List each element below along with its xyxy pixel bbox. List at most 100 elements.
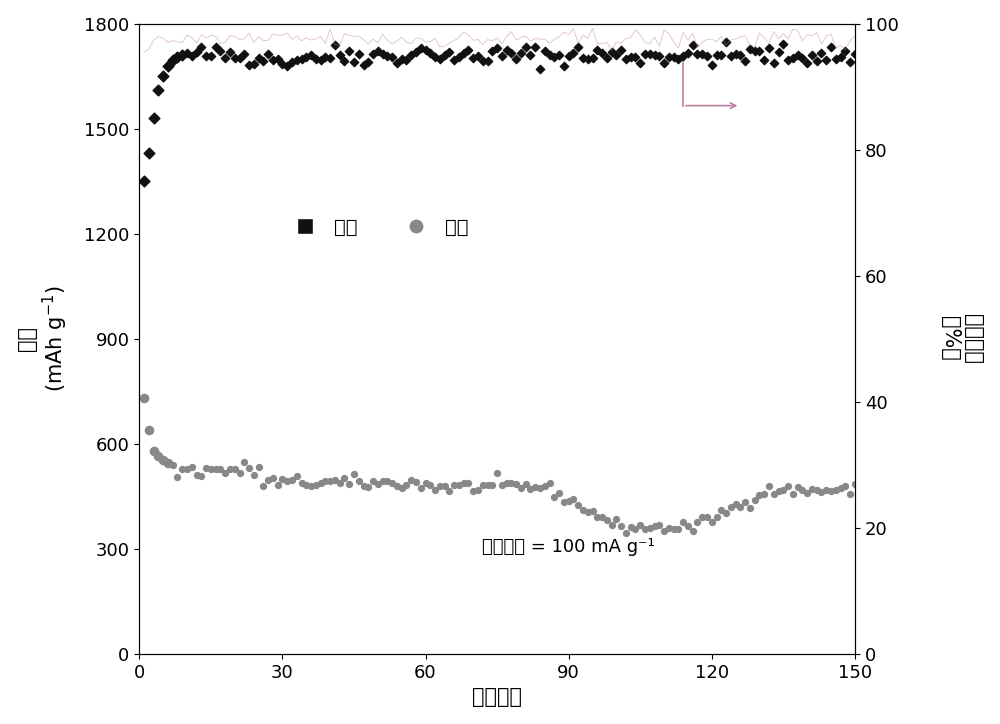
Point: [465, 52, 481, 64]
Point: [322, 476, 338, 487]
Point: [227, 463, 243, 475]
Point: [270, 53, 286, 64]
Point: [456, 48, 472, 59]
Point: [594, 48, 610, 59]
Point: [828, 484, 844, 496]
Point: [585, 52, 601, 64]
Point: [685, 40, 701, 51]
Point: [627, 523, 643, 535]
Point: [713, 49, 729, 61]
Point: [446, 479, 462, 491]
Point: [842, 488, 858, 500]
Point: [508, 479, 524, 490]
Point: [375, 49, 391, 60]
Point: [169, 51, 185, 63]
Point: [251, 462, 267, 473]
Point: [694, 48, 710, 59]
Point: [580, 54, 596, 65]
Point: [751, 45, 767, 56]
Point: [303, 49, 319, 61]
Point: [651, 51, 667, 62]
Point: [356, 59, 372, 71]
Point: [251, 52, 267, 64]
Point: [208, 463, 224, 475]
Point: [833, 51, 849, 63]
Point: [232, 52, 248, 64]
Point: [775, 38, 791, 49]
Point: [451, 479, 467, 490]
Point: [680, 47, 696, 59]
Point: [489, 468, 505, 479]
Point: [704, 59, 720, 71]
Point: [336, 55, 352, 67]
Point: [150, 85, 166, 96]
Point: [398, 54, 414, 66]
Point: [441, 46, 457, 57]
Point: [522, 484, 538, 495]
Point: [317, 51, 333, 62]
Point: [551, 49, 567, 61]
Point: [737, 496, 753, 508]
Point: [389, 57, 405, 69]
Point: [670, 523, 686, 535]
Point: [413, 43, 429, 54]
Point: [785, 489, 801, 500]
Point: [446, 54, 462, 65]
Point: [599, 514, 615, 526]
Point: [565, 494, 581, 505]
Point: [203, 463, 219, 475]
Point: [246, 469, 262, 481]
Point: [227, 52, 243, 64]
Point: [699, 512, 715, 523]
Point: [737, 56, 753, 67]
Point: [799, 57, 815, 69]
Point: [146, 445, 162, 457]
Point: [327, 474, 343, 486]
Point: [403, 49, 419, 61]
Point: [742, 502, 758, 514]
Point: [513, 482, 529, 494]
Point: [284, 473, 300, 485]
Point: [718, 507, 734, 518]
Point: [608, 513, 624, 525]
Point: [508, 53, 524, 64]
Point: [208, 41, 224, 53]
Point: [193, 470, 209, 481]
Point: [141, 424, 157, 436]
Point: [475, 55, 491, 67]
Point: [274, 473, 290, 485]
Point: [680, 521, 696, 532]
Point: [809, 55, 825, 67]
Point: [656, 525, 672, 536]
Point: [532, 63, 548, 75]
Point: [356, 480, 372, 492]
Point: [489, 42, 505, 54]
Point: [494, 479, 510, 490]
Point: [723, 502, 739, 513]
Point: [427, 484, 443, 495]
Point: [475, 479, 491, 491]
Point: [627, 51, 643, 63]
Point: [723, 51, 739, 62]
Point: [308, 53, 324, 64]
Point: [336, 472, 352, 484]
Point: [169, 471, 185, 483]
Point: [141, 148, 157, 159]
Point: [160, 60, 176, 72]
Point: [756, 488, 772, 500]
Point: [637, 523, 653, 535]
Point: [751, 489, 767, 501]
Point: [384, 51, 400, 62]
Point: [332, 49, 348, 61]
Point: [174, 463, 190, 475]
Point: [828, 54, 844, 65]
Point: [747, 46, 763, 57]
Point: [661, 51, 677, 63]
Point: [546, 492, 562, 503]
Point: [666, 523, 682, 534]
Point: [518, 41, 534, 53]
Point: [804, 483, 820, 494]
Point: [813, 486, 829, 497]
Point: [189, 470, 205, 481]
Point: [274, 58, 290, 70]
